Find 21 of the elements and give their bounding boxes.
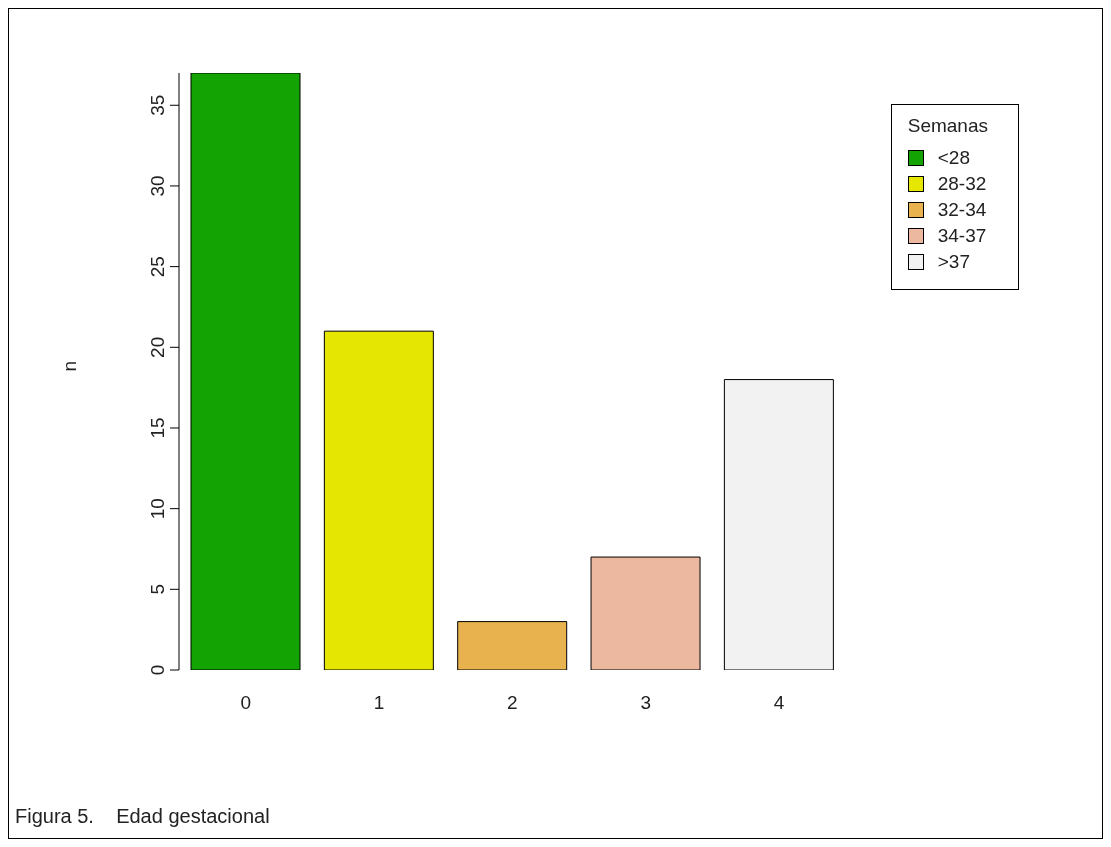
- y-tick-label: 25: [147, 256, 168, 278]
- legend-label: 34-37: [937, 225, 987, 247]
- x-tick-label: 1: [373, 692, 385, 714]
- text: Figura 5. Edad gestacional: [15, 805, 270, 828]
- legend-label: 28-32: [937, 173, 987, 195]
- y-axis-title: n: [58, 360, 80, 372]
- x-tick-label: 2: [507, 692, 518, 714]
- x-tick-label: 3: [640, 692, 651, 714]
- legend-label: <28: [937, 147, 970, 169]
- legend-label: >37: [937, 251, 970, 273]
- y-tick-label: 0: [147, 664, 168, 676]
- y-tick-label: 30: [147, 175, 168, 197]
- x-tick-label: 4: [773, 692, 785, 714]
- legend-title: Semanas: [907, 115, 988, 137]
- y-tick-label: 5: [147, 584, 168, 595]
- legend-label: 32-34: [937, 199, 987, 221]
- y-tick-label: 20: [147, 336, 168, 358]
- y-tick-label: 15: [147, 417, 168, 439]
- y-tick-label: 35: [147, 94, 168, 116]
- y-tick-label: 10: [147, 498, 168, 520]
- x-tick-label: 0: [240, 692, 251, 714]
